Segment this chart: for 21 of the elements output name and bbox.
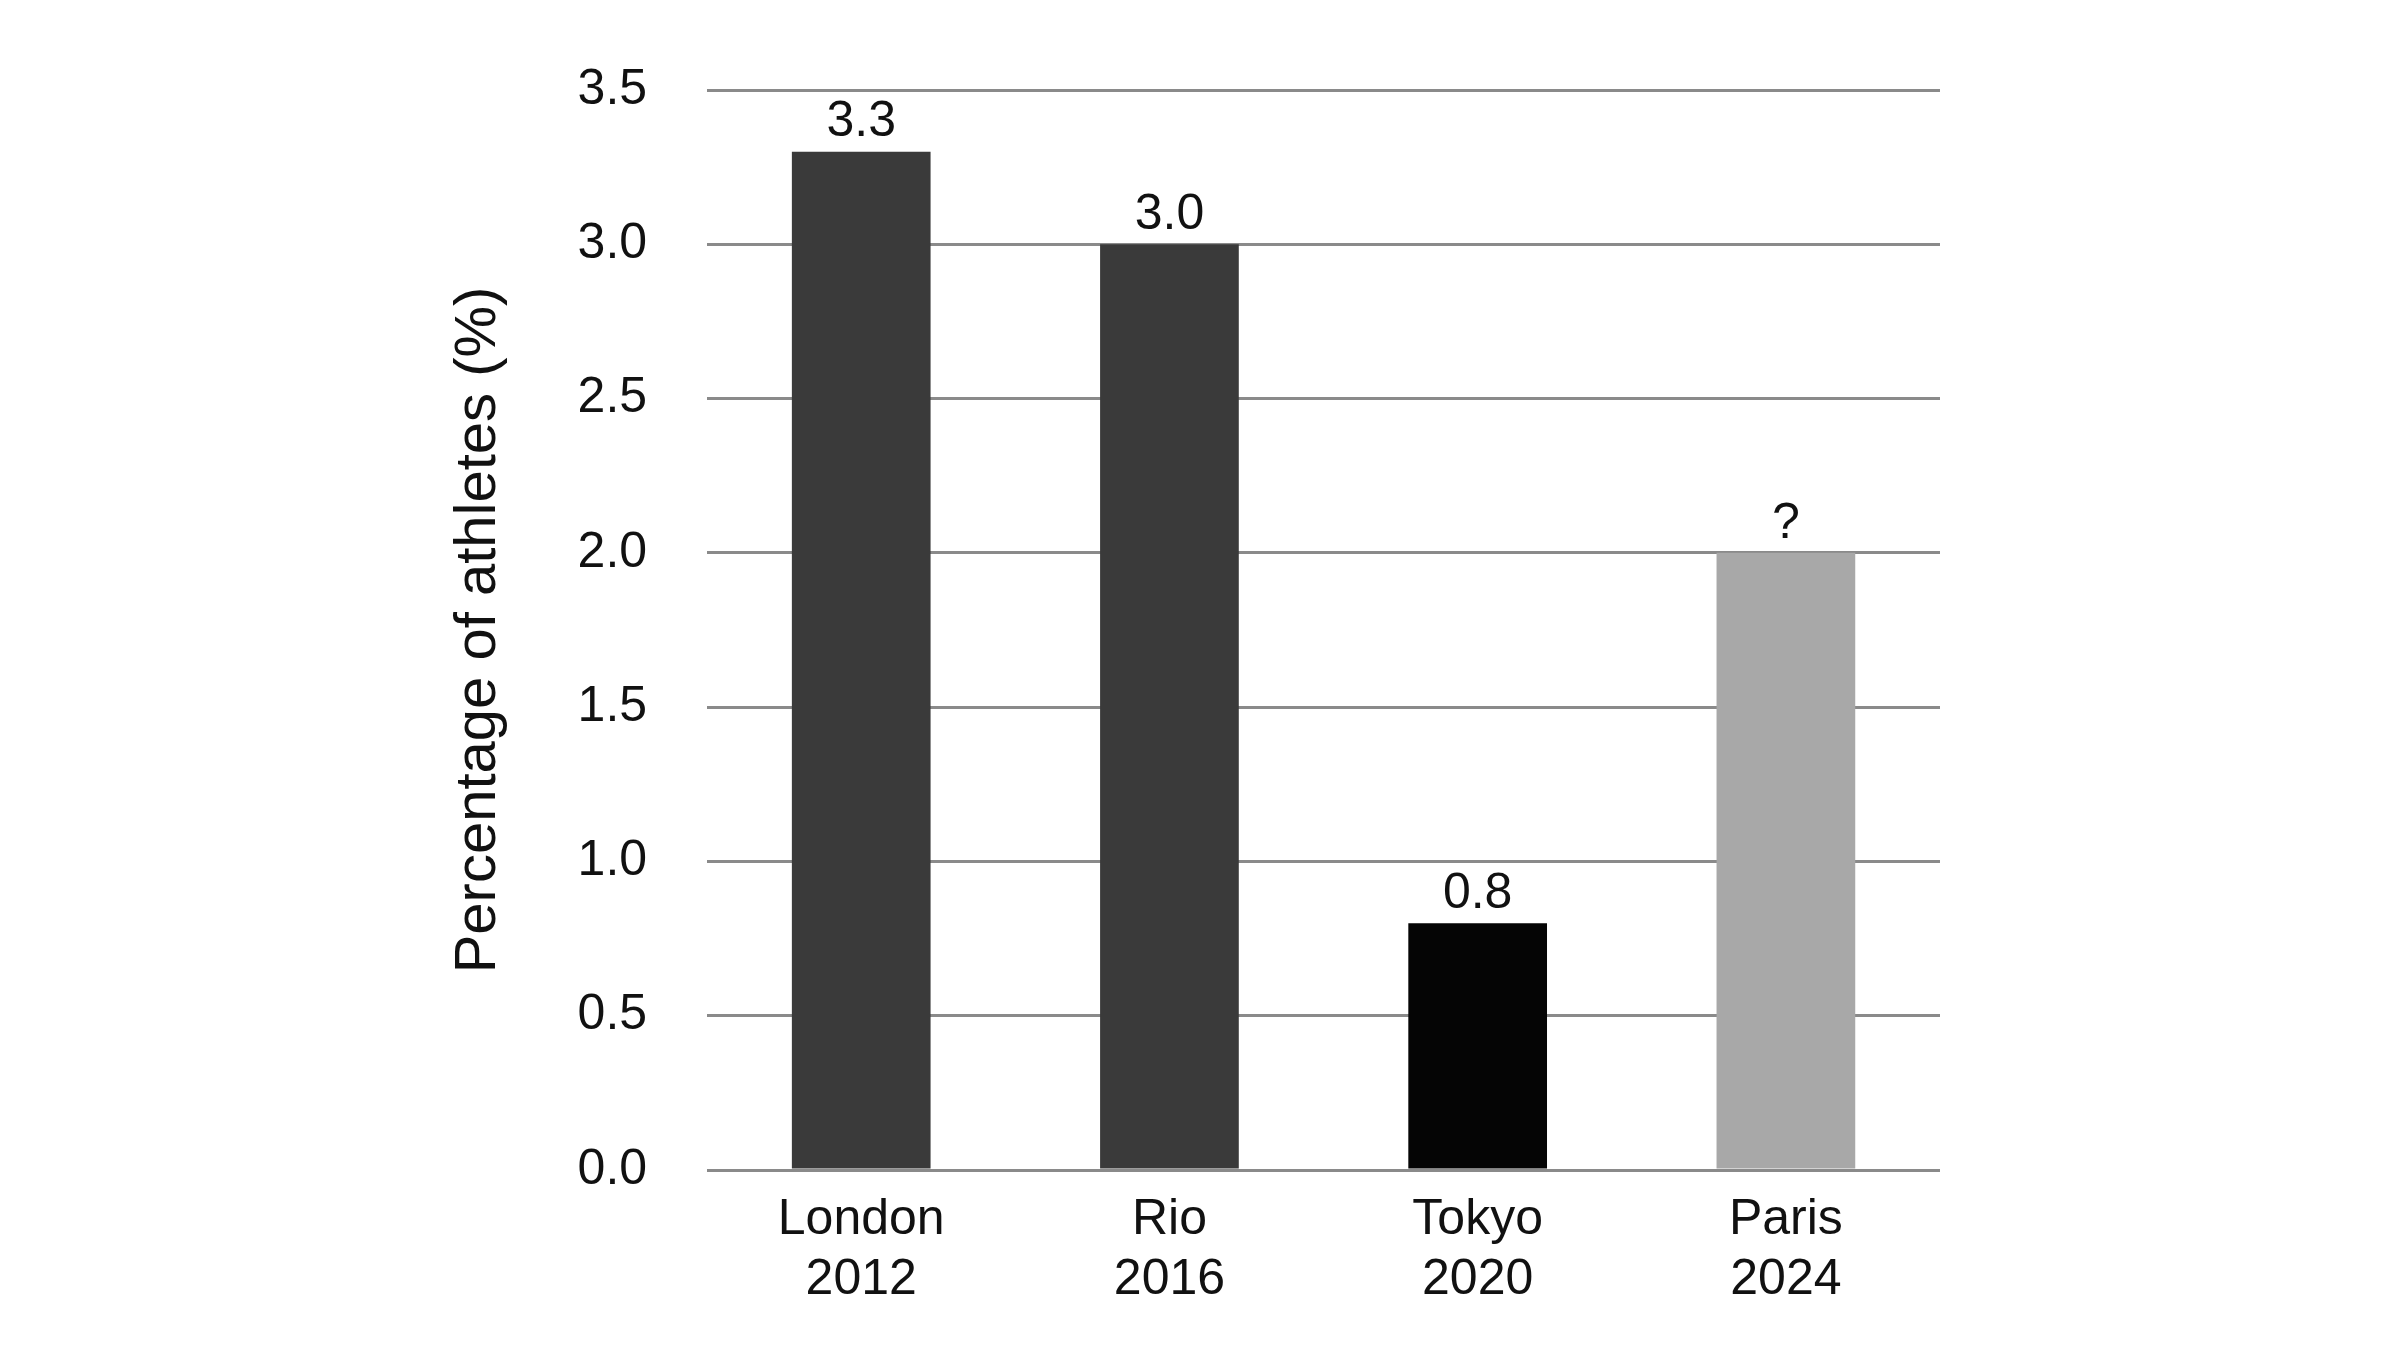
- y-tick-label: 1.5: [577, 675, 648, 732]
- x-tick-label: Tokyo 2020: [1412, 1188, 1543, 1305]
- bar: [791, 151, 931, 1169]
- data-label: 3.3: [826, 91, 896, 148]
- y-tick-label: 3.5: [577, 58, 648, 115]
- y-tick-label: 3.0: [577, 213, 648, 270]
- y-tick-label: 0.5: [577, 984, 648, 1041]
- bar: [1716, 552, 1856, 1169]
- y-tick-label: 2.0: [577, 521, 648, 578]
- y-tick-label: 1.0: [577, 830, 648, 887]
- data-label: 3.0: [1134, 184, 1205, 241]
- data-label: ?: [1771, 492, 1800, 549]
- x-tick-label: Paris 2024: [1728, 1188, 1843, 1305]
- y-tick-label: 2.5: [577, 367, 648, 424]
- x-tick-label: Rio 2016: [1113, 1188, 1226, 1305]
- y-axis-title: Percentage of athletes (%): [441, 286, 507, 974]
- y-tick-label: 0.0: [577, 1138, 648, 1195]
- bar: [1100, 244, 1239, 1169]
- data-label: 0.8: [1442, 862, 1513, 919]
- x-tick-label: London 2012: [777, 1188, 945, 1305]
- bar: [1408, 923, 1548, 1169]
